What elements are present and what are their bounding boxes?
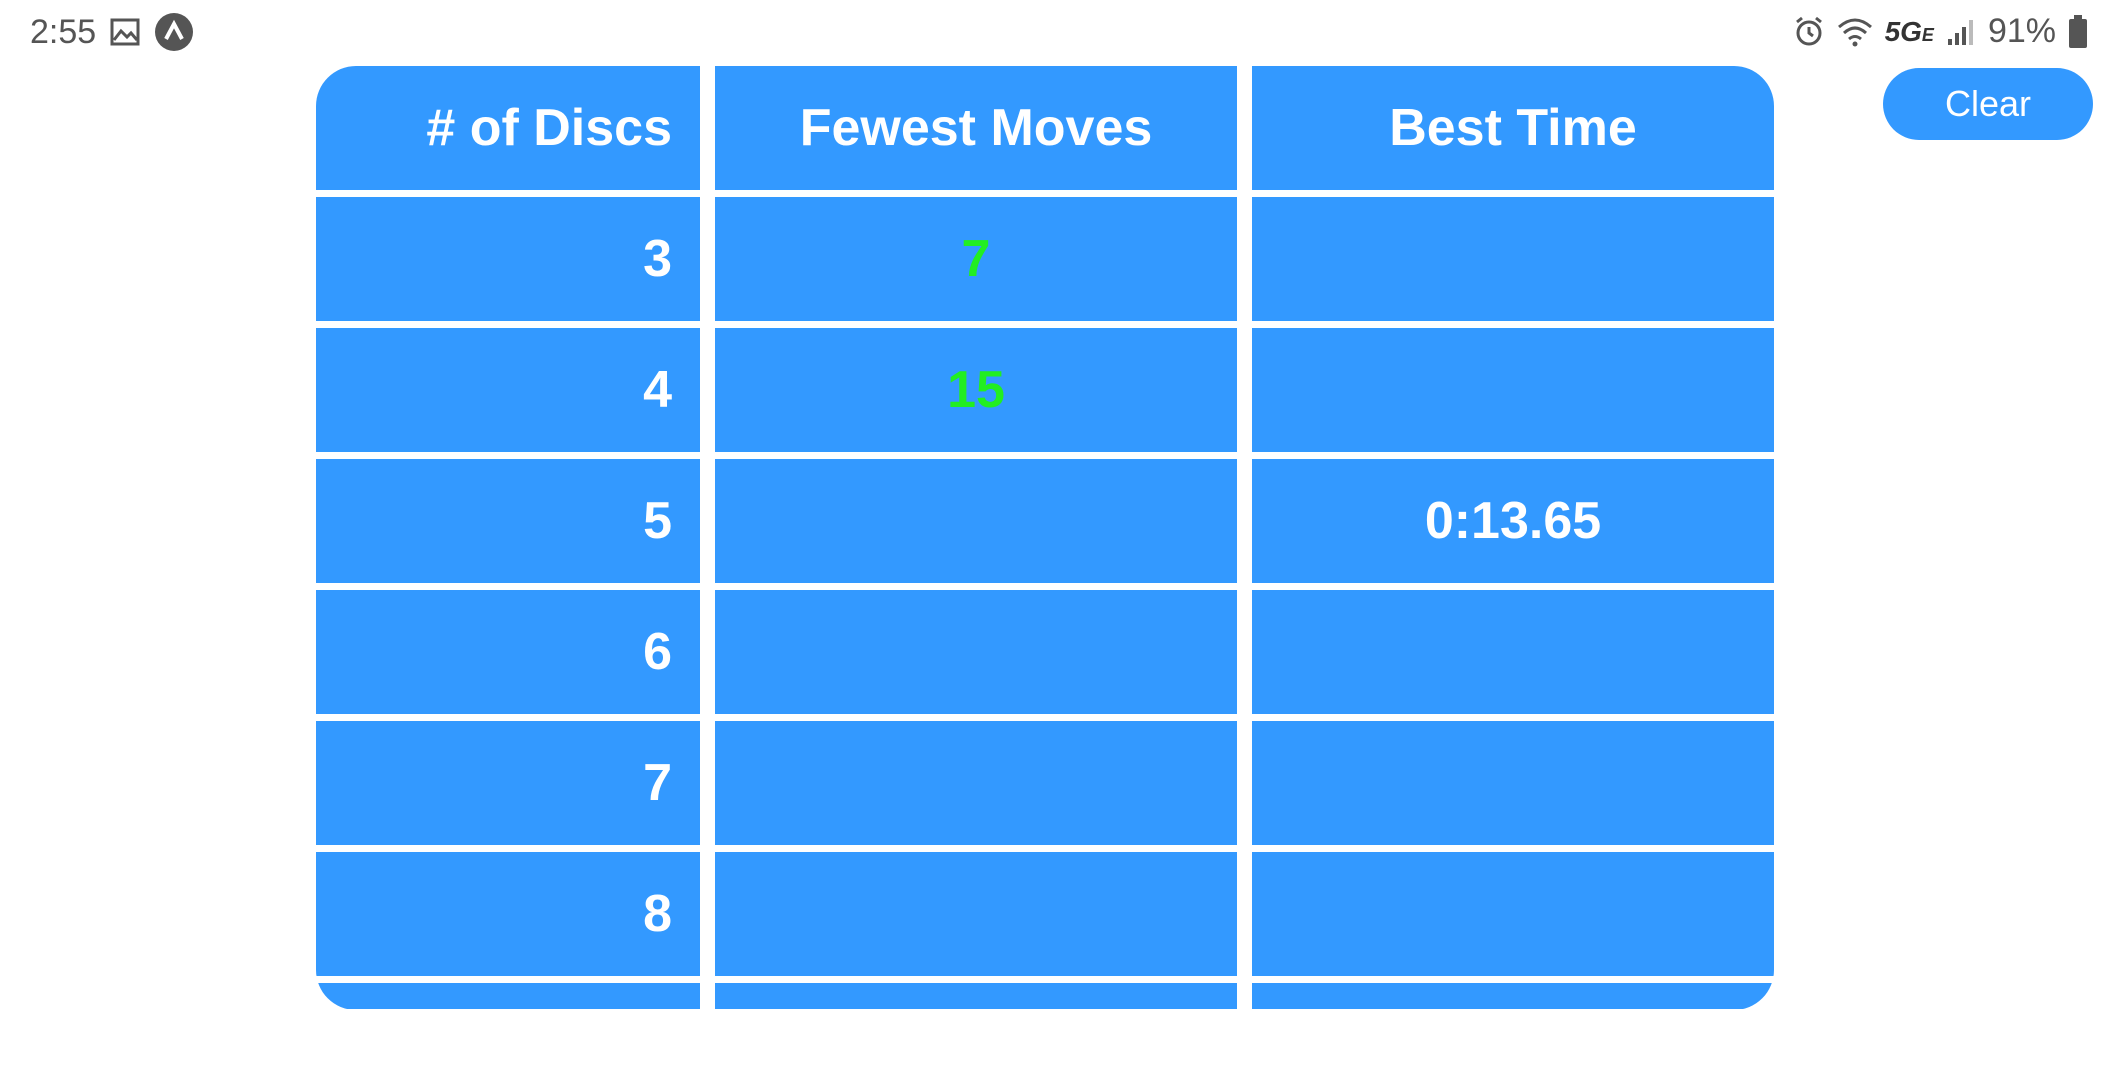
network-label: 5GE bbox=[1885, 16, 1934, 48]
row-discs-partial bbox=[316, 983, 700, 1009]
row-best-time-partial bbox=[1252, 983, 1774, 1009]
row-best-time bbox=[1252, 852, 1774, 976]
clear-button[interactable]: Clear bbox=[1883, 68, 2093, 140]
row-best-time bbox=[1252, 197, 1774, 321]
row-fewest-moves bbox=[715, 852, 1237, 976]
battery-percent: 91% bbox=[1987, 12, 2056, 50]
alarm-icon bbox=[1793, 16, 1825, 48]
row-discs: 7 bbox=[316, 721, 700, 845]
row-best-time bbox=[1252, 590, 1774, 714]
network-type: 5G bbox=[1884, 15, 1922, 47]
row-discs: 8 bbox=[316, 852, 700, 976]
header-best-time: Best Time bbox=[1252, 66, 1774, 190]
row-fewest-moves: 15 bbox=[715, 328, 1237, 452]
row-discs: 4 bbox=[316, 328, 700, 452]
status-bar: 2:55 bbox=[0, 0, 2108, 66]
row-fewest-moves bbox=[715, 721, 1237, 845]
app-notification-icon bbox=[154, 12, 194, 52]
signal-icon bbox=[1946, 17, 1976, 47]
battery-icon bbox=[2068, 14, 2088, 49]
status-time: 2:55 bbox=[30, 12, 97, 51]
wifi-icon bbox=[1837, 17, 1873, 47]
network-suffix: E bbox=[1921, 24, 1934, 45]
row-fewest-moves bbox=[715, 459, 1237, 583]
row-fewest-moves-partial bbox=[715, 983, 1237, 1009]
row-best-time bbox=[1252, 328, 1774, 452]
row-best-time bbox=[1252, 721, 1774, 845]
row-fewest-moves: 7 bbox=[715, 197, 1237, 321]
image-icon bbox=[110, 18, 140, 46]
row-discs: 3 bbox=[316, 197, 700, 321]
header-fewest-moves: Fewest Moves bbox=[715, 66, 1237, 190]
row-best-time: 0:13.65 bbox=[1252, 459, 1774, 583]
status-bar-left: 2:55 bbox=[30, 12, 194, 52]
row-discs: 6 bbox=[316, 590, 700, 714]
header-discs: # of Discs bbox=[316, 66, 700, 190]
status-bar-right: 5GE 91% bbox=[1793, 12, 2088, 51]
row-discs: 5 bbox=[316, 459, 700, 583]
records-table: # of Discs Fewest Moves Best Time 3 7 4 … bbox=[316, 66, 1774, 1010]
row-fewest-moves bbox=[715, 590, 1237, 714]
